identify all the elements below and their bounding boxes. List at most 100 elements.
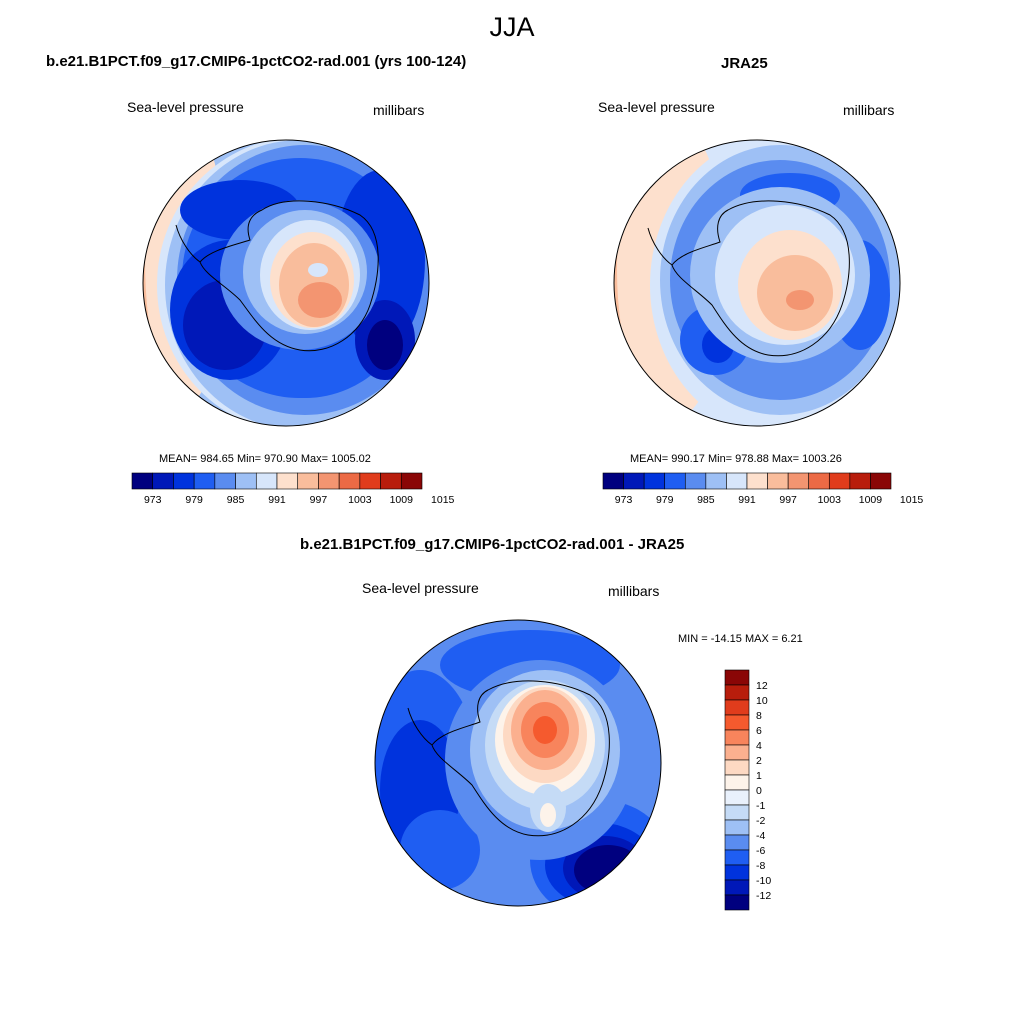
colorbar-swatch [724, 819, 750, 836]
colorbar-tick-label: -6 [756, 845, 765, 857]
colorbar-swatch [724, 774, 750, 791]
colorbar-tick-label: 979 [656, 494, 674, 506]
colorbar-swatch [152, 472, 174, 490]
colorbar-tick-label: 1 [756, 770, 762, 782]
colorbar-tick-label: 991 [738, 494, 756, 506]
colorbar-swatch [359, 472, 381, 490]
colorbar-swatch [664, 472, 686, 490]
panel2-title: JRA25 [721, 55, 768, 72]
colorbar-tick-label: 1015 [900, 494, 924, 506]
panel1-variable-label: Sea-level pressure [127, 99, 244, 115]
colorbar-swatch [705, 472, 727, 490]
colorbar-swatch [338, 472, 361, 490]
colorbar-swatch [870, 472, 892, 490]
colorbar-swatch [684, 472, 707, 490]
panel1-title: b.e21.B1PCT.f09_g17.CMIP6-1pctCO2-rad.00… [46, 53, 467, 70]
panel3-variable-label: Sea-level pressure [362, 580, 479, 596]
colorbar-swatch [400, 472, 423, 490]
panel1-coastline [199, 200, 379, 352]
colorbar-swatch [602, 472, 624, 490]
colorbar-tick-label: 10 [756, 695, 768, 707]
panel3-map-border [374, 619, 662, 907]
colorbar-tick-label: 2 [756, 755, 762, 767]
colorbar-tick-label: 1015 [431, 494, 455, 506]
colorbar-tick-label: 985 [697, 494, 715, 506]
colorbar-tick-label: 973 [144, 494, 162, 506]
figure-title: JJA [489, 12, 535, 42]
colorbar-tick-label: -4 [756, 830, 765, 842]
panel1-units-label: millibars [373, 102, 425, 118]
colorbar-swatch [724, 669, 750, 686]
colorbar-tick-label: 985 [227, 494, 245, 506]
panel2-map [614, 140, 900, 426]
colorbar-swatch [767, 472, 789, 490]
colorbar-swatch [318, 472, 340, 490]
colorbar-swatch [380, 472, 402, 490]
colorbar-tick-label: 997 [310, 494, 328, 506]
colorbar-tick-label: -2 [756, 815, 765, 827]
panel3-coastline [431, 680, 610, 837]
colorbar-tick-label: 1009 [390, 494, 414, 506]
colorbar-swatch [724, 894, 750, 911]
colorbar-tick-label: 4 [756, 740, 762, 752]
panel2-coastline [671, 200, 850, 357]
colorbar-swatch [276, 472, 299, 490]
panel3-map [375, 620, 661, 906]
colorbar-swatch [173, 472, 195, 490]
colorbar-tick-label: 1009 [859, 494, 883, 506]
colorbar-swatch [724, 789, 750, 806]
colorbar-swatch [724, 834, 750, 851]
panel1-stats: MEAN= 984.65 Min= 970.90 Max= 1005.02 [159, 453, 371, 465]
colorbar-swatch [724, 714, 750, 731]
panel3-units-label: millibars [608, 583, 660, 599]
panel1-map [143, 140, 429, 426]
colorbar-swatch [643, 472, 666, 490]
colorbar-tick-label: 979 [185, 494, 203, 506]
panel1-colorbar: 973 979 985 991 997 1003 1009 1015 [131, 472, 455, 506]
colorbar-swatch [787, 472, 810, 490]
colorbar-tick-label: 1003 [348, 494, 372, 506]
colorbar-swatch [255, 472, 278, 490]
colorbar-swatch [808, 472, 830, 490]
colorbar-swatch [623, 472, 645, 490]
colorbar-tick-label: 1003 [818, 494, 842, 506]
colorbar-swatch [193, 472, 216, 490]
colorbar-tick-label: -12 [756, 890, 771, 902]
colorbar-swatch [724, 684, 750, 701]
colorbar-tick-label: -8 [756, 860, 765, 872]
colorbar-swatch [726, 472, 748, 490]
colorbar-swatch [214, 472, 236, 490]
colorbar-swatch [235, 472, 257, 490]
colorbar-tick-label: 12 [756, 680, 768, 692]
colorbar-swatch [724, 744, 750, 761]
colorbar-swatch [724, 864, 750, 881]
panel2-variable-label: Sea-level pressure [598, 99, 715, 115]
colorbar-swatch [724, 849, 750, 866]
colorbar-swatch [724, 729, 750, 746]
colorbar-swatch [297, 472, 319, 490]
panel2-map-border [613, 139, 901, 427]
panel2-units-label: millibars [843, 102, 895, 118]
colorbar-swatch [828, 472, 851, 490]
panel3-title: b.e21.B1PCT.f09_g17.CMIP6-1pctCO2-rad.00… [300, 536, 685, 553]
colorbar-swatch [746, 472, 768, 490]
colorbar-tick-label: 0 [756, 785, 762, 797]
colorbar-swatch [724, 804, 750, 821]
colorbar-tick-label: 997 [779, 494, 797, 506]
colorbar-tick-label: 8 [756, 710, 762, 722]
colorbar-swatch [849, 472, 871, 490]
colorbar-tick-label: 6 [756, 725, 762, 737]
colorbar-tick-label: -10 [756, 875, 771, 887]
panel2-colorbar: 973 979 985 991 997 1003 1009 1015 [602, 472, 924, 506]
colorbar-tick-label: -1 [756, 800, 765, 812]
panel1-map-border [142, 139, 430, 427]
colorbar-swatch [724, 879, 750, 896]
colorbar-swatch [724, 699, 750, 716]
colorbar-tick-label: 991 [268, 494, 286, 506]
panel2-stats: MEAN= 990.17 Min= 978.88 Max= 1003.26 [630, 453, 842, 465]
colorbar-tick-label: 973 [615, 494, 633, 506]
colorbar-swatch [724, 759, 750, 776]
colorbar-swatch [131, 472, 154, 490]
